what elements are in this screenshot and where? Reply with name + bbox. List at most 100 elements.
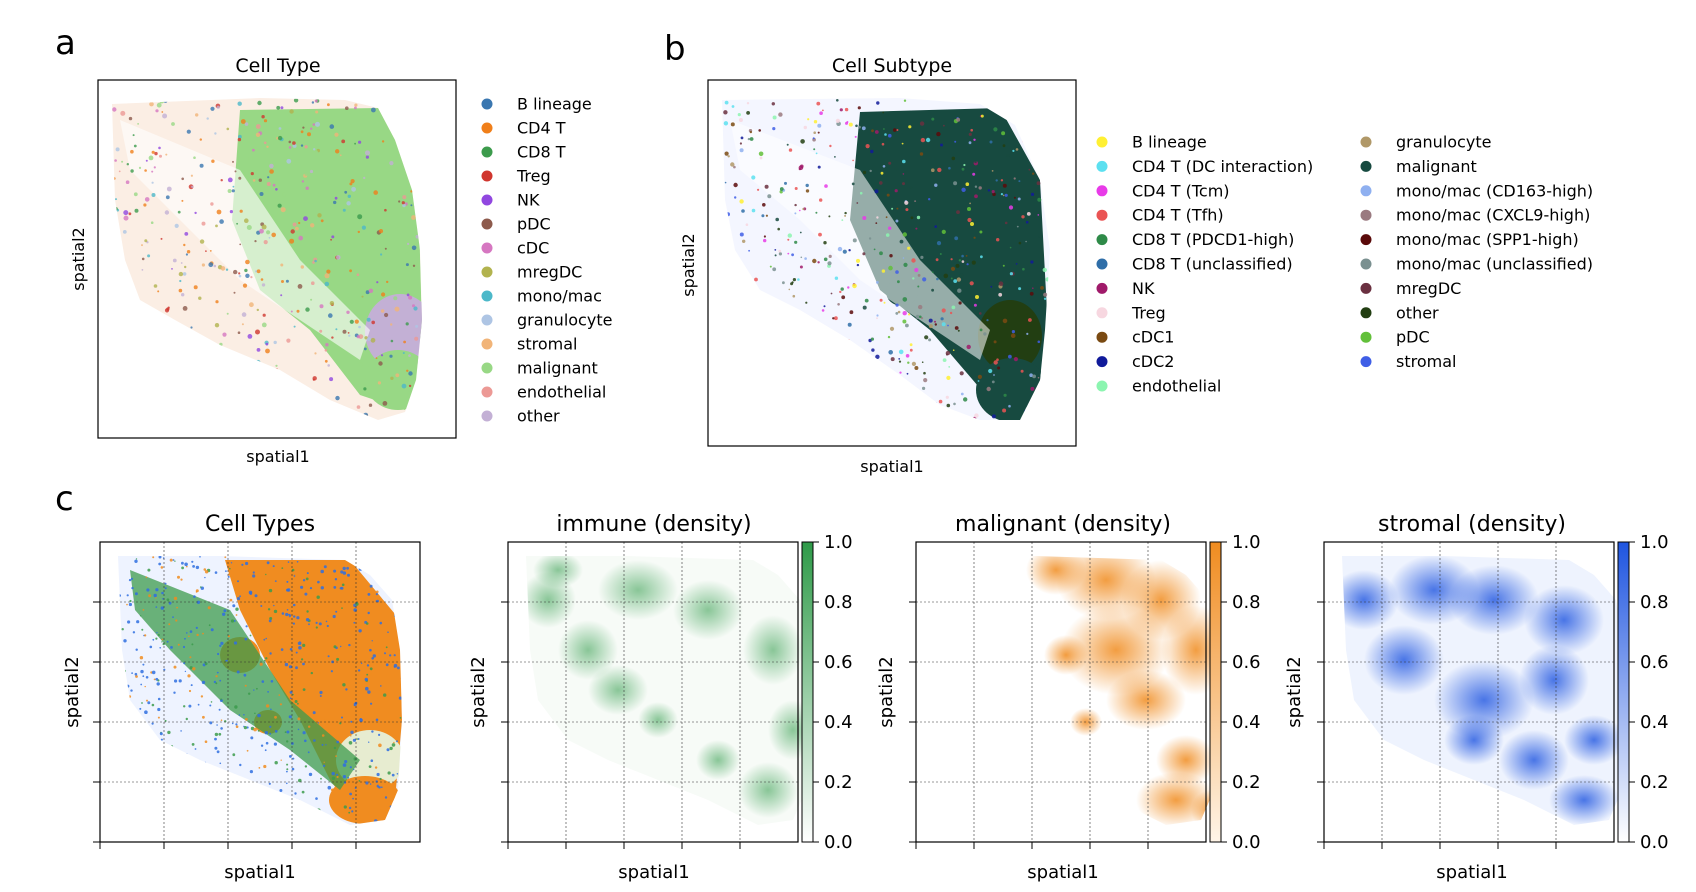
cell-point bbox=[363, 387, 367, 391]
cell-point bbox=[324, 273, 330, 279]
cell-point bbox=[301, 658, 304, 661]
legend-label: CD4 T bbox=[517, 119, 566, 138]
cell-point bbox=[112, 161, 114, 163]
cell-point bbox=[209, 782, 212, 785]
cell-point bbox=[211, 159, 215, 163]
cell-point bbox=[1008, 205, 1014, 210]
cell-point bbox=[166, 186, 172, 192]
cell-point bbox=[328, 583, 331, 587]
cell-point bbox=[370, 337, 376, 343]
cell-point bbox=[389, 805, 393, 808]
cell-point bbox=[911, 361, 917, 366]
cell-point bbox=[410, 204, 413, 207]
cell-point bbox=[199, 163, 204, 168]
subplot-stromal-density: stromal (density) spatial1 spatial2 0.00… bbox=[1284, 512, 1669, 883]
cell-point bbox=[219, 342, 223, 347]
cell-point bbox=[722, 350, 725, 355]
cell-point bbox=[171, 820, 175, 824]
cell-point bbox=[226, 312, 229, 315]
cell-point bbox=[972, 172, 976, 176]
cell-point bbox=[722, 318, 725, 321]
panel-b-title: Cell Subtype bbox=[832, 55, 952, 77]
cell-point bbox=[358, 325, 361, 329]
cell-point bbox=[216, 671, 219, 674]
cell-point bbox=[777, 227, 780, 231]
cell-point bbox=[333, 586, 337, 589]
cell-point bbox=[837, 303, 840, 306]
cell-point bbox=[342, 683, 346, 687]
cell-point bbox=[193, 403, 197, 406]
cell-point bbox=[168, 601, 172, 605]
cell-point bbox=[992, 192, 996, 197]
cell-point bbox=[144, 239, 148, 243]
cell-point bbox=[748, 249, 750, 252]
cell-point bbox=[135, 675, 138, 678]
subplot-immune-frame bbox=[507, 541, 799, 843]
cell-point bbox=[286, 730, 290, 734]
cell-point bbox=[919, 121, 925, 126]
cell-point bbox=[1045, 277, 1050, 282]
cell-point bbox=[205, 250, 207, 253]
cell-point bbox=[769, 344, 773, 349]
legend-marker bbox=[481, 362, 493, 374]
cell-point bbox=[864, 298, 869, 303]
cell-point bbox=[289, 697, 292, 699]
cell-point bbox=[327, 364, 331, 367]
panel-a: a Cell Type spatial1 spatial2 B lineageC… bbox=[55, 23, 612, 466]
cell-point bbox=[936, 241, 942, 246]
cell-point bbox=[170, 397, 175, 402]
cell-point bbox=[164, 587, 167, 590]
cell-point bbox=[120, 110, 126, 116]
cell-point bbox=[844, 211, 847, 215]
cell-point bbox=[236, 670, 240, 674]
cell-point bbox=[200, 586, 202, 588]
cell-point bbox=[414, 232, 417, 236]
cell-point bbox=[156, 375, 159, 379]
cell-point bbox=[814, 355, 819, 360]
cell-point bbox=[132, 380, 135, 383]
cell-point bbox=[365, 686, 369, 691]
cell-point bbox=[928, 198, 931, 201]
cell-point bbox=[133, 192, 138, 197]
legend-marker bbox=[481, 122, 493, 134]
cell-point bbox=[771, 388, 774, 391]
cell-point bbox=[1037, 376, 1040, 379]
legend-label: mono/mac (unclassified) bbox=[1396, 255, 1593, 274]
legend-label: CD8 T (unclassified) bbox=[1132, 255, 1293, 274]
cell-point bbox=[274, 715, 277, 719]
legend-marker bbox=[1360, 282, 1372, 294]
cell-point bbox=[1009, 246, 1012, 249]
cell-point bbox=[130, 169, 134, 173]
cell-point bbox=[242, 283, 248, 288]
cell-point bbox=[881, 269, 886, 273]
cell-point bbox=[902, 257, 905, 259]
cell-point bbox=[361, 295, 364, 298]
cell-point bbox=[148, 594, 152, 598]
cell-point bbox=[389, 654, 392, 657]
cell-point bbox=[953, 402, 956, 406]
cell-point bbox=[898, 349, 904, 355]
cell-point bbox=[112, 290, 114, 293]
cell-point bbox=[216, 750, 220, 754]
cell-point bbox=[201, 680, 206, 685]
cell-point bbox=[152, 556, 155, 559]
cell-point bbox=[367, 611, 370, 615]
cell-point bbox=[393, 108, 396, 111]
cell-point bbox=[128, 578, 132, 582]
cell-point bbox=[876, 317, 878, 320]
cell-point bbox=[398, 200, 401, 203]
cell-point bbox=[312, 808, 315, 811]
cell-point bbox=[825, 363, 829, 368]
cell-point bbox=[294, 792, 297, 795]
cell-point bbox=[344, 190, 348, 194]
cell-point bbox=[414, 204, 417, 208]
cell-point bbox=[319, 695, 322, 697]
cell-point bbox=[400, 749, 402, 754]
cell-point bbox=[264, 404, 268, 408]
cell-point bbox=[766, 315, 771, 320]
cell-point bbox=[979, 230, 983, 234]
cell-point bbox=[208, 624, 211, 627]
cell-point bbox=[895, 303, 899, 307]
